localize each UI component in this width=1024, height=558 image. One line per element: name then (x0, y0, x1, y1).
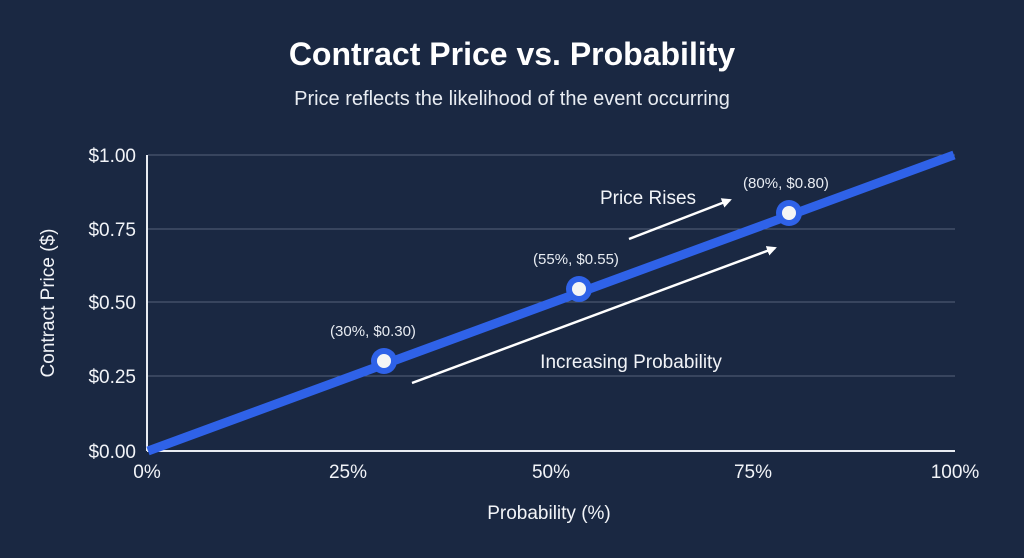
price-rises-arrow (628, 198, 732, 241)
data-point-80[interactable] (776, 200, 802, 226)
x-tick-label: 100% (931, 462, 980, 483)
price-line (146, 150, 956, 456)
data-point-55[interactable] (566, 276, 592, 302)
point-label-30: (30%, $0.30) (330, 323, 416, 340)
data-point-30[interactable] (371, 348, 397, 374)
y-axis-label: Contract Price ($) (38, 229, 59, 378)
x-tick-label: 75% (734, 462, 772, 483)
y-tick-label: $0.50 (88, 293, 136, 314)
increasing-probability-arrow (411, 246, 777, 385)
x-tick-label: 0% (133, 462, 161, 483)
y-tick-label: $0.00 (88, 442, 136, 463)
x-tick-label: 50% (532, 462, 570, 483)
chart-subtitle: Price reflects the likelihood of the eve… (294, 88, 730, 110)
point-label-55: (55%, $0.55) (533, 251, 619, 268)
price-rises-label: Price Rises (600, 188, 696, 209)
point-label-80: (80%, $0.80) (743, 175, 829, 192)
chart-title: Contract Price vs. Probability (288, 36, 736, 72)
y-tick-label: $1.00 (88, 146, 136, 167)
gridlines (148, 154, 955, 377)
increasing-probability-label: Increasing Probability (540, 352, 722, 373)
x-tick-label: 25% (329, 462, 367, 483)
x-axis-label: Probability (%) (487, 503, 611, 524)
y-tick-label: $0.25 (88, 367, 136, 388)
y-tick-label: $0.75 (88, 220, 136, 241)
